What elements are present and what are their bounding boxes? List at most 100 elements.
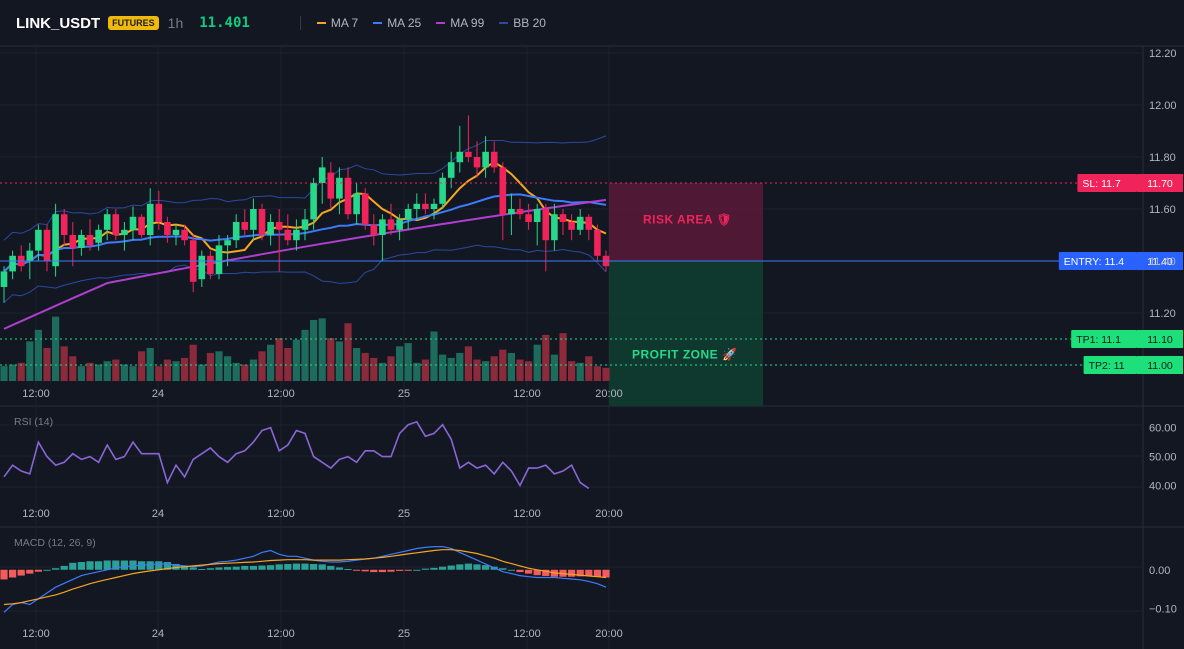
rsi-line <box>3 420 590 490</box>
candle-body <box>353 193 360 215</box>
price-tick: 11.40 <box>1149 256 1176 268</box>
volume-bar <box>155 366 163 381</box>
candle <box>439 172 446 209</box>
candle <box>336 167 343 215</box>
candle <box>370 214 378 246</box>
macd-bar <box>43 569 51 571</box>
volume-bar <box>9 364 17 381</box>
candle-body <box>439 177 446 204</box>
time-tick: 12:00 <box>267 628 295 640</box>
macd-bar <box>421 568 429 570</box>
volume-bar <box>284 348 292 381</box>
candle-body <box>103 214 111 230</box>
candle-body <box>129 216 137 230</box>
volume-bar <box>593 366 601 381</box>
profit-zone <box>609 261 763 406</box>
volume-bar <box>292 339 300 381</box>
candle-body <box>430 203 438 209</box>
volume-bar <box>301 329 309 381</box>
candle-body <box>310 183 317 220</box>
candle-body <box>267 222 274 235</box>
macd-bar <box>258 565 266 570</box>
candle <box>525 203 532 230</box>
macd-bar <box>482 565 490 570</box>
macd-bar <box>499 568 507 570</box>
volume-bar <box>232 362 240 381</box>
macd-bar <box>172 563 180 570</box>
time-tick: 12:00 <box>22 508 50 520</box>
ma99-line <box>3 198 607 330</box>
macd-bar <box>344 569 352 570</box>
macd-tick: 0.00 <box>1149 565 1170 577</box>
candle <box>275 209 283 272</box>
volume-bar <box>0 366 8 381</box>
volume-bar <box>310 319 318 381</box>
candle <box>585 214 593 241</box>
candle-body <box>576 216 584 230</box>
volume-bar <box>585 356 593 381</box>
candle <box>198 250 206 287</box>
macd-bar <box>533 569 541 576</box>
macd-bar <box>301 563 309 570</box>
legend-ma99[interactable]: MA 99 <box>436 16 484 30</box>
volume-bar <box>318 318 326 381</box>
macd-bar <box>241 565 249 570</box>
volume-bar <box>344 323 352 381</box>
time-tick: 24 <box>152 388 164 400</box>
macd-bar <box>370 569 378 573</box>
symbol-name[interactable]: LINK_USDT <box>16 14 101 32</box>
macd-bar <box>473 564 481 570</box>
risk-zone <box>609 183 763 261</box>
macd-bar <box>464 563 472 570</box>
timeframe-label[interactable]: 1h <box>167 15 184 31</box>
candle-body <box>155 203 163 222</box>
volume-bar <box>439 354 447 381</box>
candle <box>310 177 317 230</box>
macd-bar <box>292 563 300 570</box>
candle-body <box>508 209 515 215</box>
price-tick: 11.60 <box>1149 204 1176 216</box>
candle-body <box>164 222 171 235</box>
candle-body <box>284 229 292 241</box>
candle-body <box>35 229 42 251</box>
candle-body <box>456 151 464 163</box>
volume-bar <box>507 352 515 381</box>
grid <box>0 46 1143 649</box>
volume-bar <box>473 359 481 381</box>
volume-bar <box>499 349 507 381</box>
legend-bb20[interactable]: BB 20 <box>499 16 546 30</box>
macd-bar <box>112 560 120 570</box>
candle <box>490 141 498 173</box>
macd-bar <box>310 563 318 570</box>
macd-bar <box>404 569 412 571</box>
candle-body <box>275 222 283 230</box>
candle-body <box>301 219 309 230</box>
time-tick: 25 <box>398 628 410 640</box>
macd-bar <box>17 569 25 576</box>
legend-ma7[interactable]: MA 7 <box>316 16 358 30</box>
entry-tag-label: ENTRY: 11.4 <box>1064 256 1124 268</box>
candle <box>189 235 197 293</box>
candle <box>482 136 489 178</box>
macd-bar <box>413 569 421 571</box>
macd-bar <box>284 563 292 570</box>
volume-bar <box>387 356 395 381</box>
volume-bar <box>430 331 438 381</box>
rsi-tick: 40.00 <box>1149 481 1177 493</box>
bb-lower-line <box>3 244 607 303</box>
volume-bar <box>120 364 128 381</box>
macd-line <box>3 546 607 613</box>
volume-bar <box>275 338 283 381</box>
take-profit-2-price-label: 11.00 <box>1147 360 1173 372</box>
candle <box>379 214 386 261</box>
macd-bar <box>0 569 8 580</box>
macd-bar <box>232 566 240 570</box>
candle <box>172 224 180 246</box>
macd-tick: −0.10 <box>1149 603 1177 615</box>
legend-ma25[interactable]: MA 25 <box>373 16 421 30</box>
entry-tag <box>1058 252 1137 270</box>
macd-bar <box>224 567 232 570</box>
legend-swatch <box>316 22 326 24</box>
macd-bar <box>439 566 447 570</box>
